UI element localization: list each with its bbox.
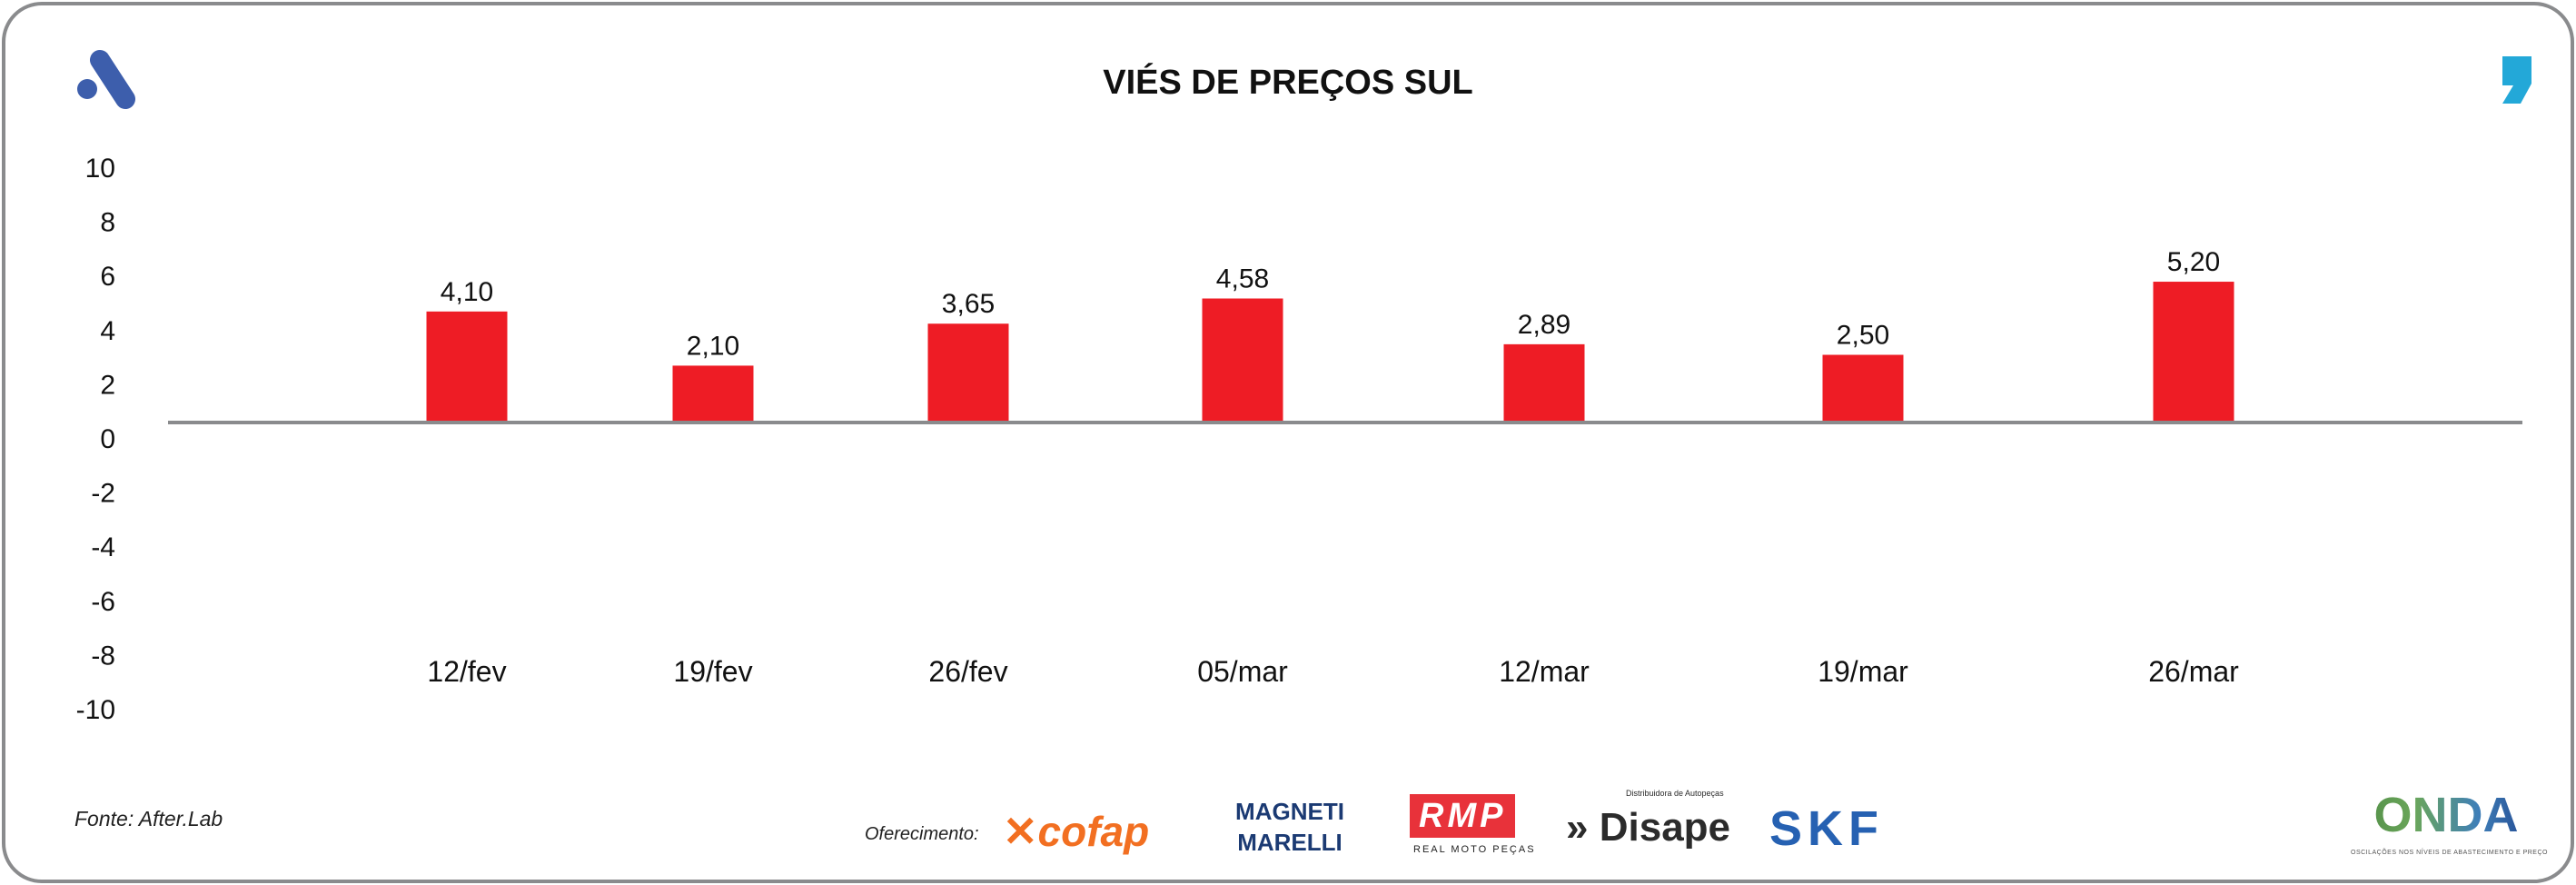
y-tick-label: 8	[100, 208, 115, 238]
cofap-text: cofap	[1037, 808, 1150, 855]
x-tick-label: 12/mar	[1499, 655, 1590, 688]
rmp-tagline: REAL MOTO PEÇAS	[1413, 844, 1536, 855]
data-label: 2,89	[1518, 310, 1570, 340]
data-label: 2,50	[1837, 321, 1889, 351]
x-tick-label: 26/fev	[928, 655, 1007, 688]
y-tick-label: -8	[91, 641, 115, 671]
bar	[672, 365, 754, 423]
onda-tagline: OSCILAÇÕES NOS NÍVEIS DE ABASTECIMENTO E…	[2351, 850, 2548, 856]
data-label: 4,10	[441, 277, 493, 307]
y-tick-label: 4	[100, 316, 115, 346]
disape-logo: » Disape	[1566, 803, 1730, 852]
y-tick-label: 6	[100, 262, 115, 292]
cofap-logo: ✕cofap	[1003, 807, 1149, 856]
comma-logo-icon	[2502, 56, 2531, 104]
disape-arrow-icon: »	[1566, 805, 1589, 850]
data-label: 5,20	[2167, 247, 2220, 277]
x-tick-label: 05/mar	[1197, 655, 1288, 688]
chart-title: VIÉS DE PREÇOS SUL	[1103, 64, 1473, 102]
bar	[927, 323, 1009, 423]
y-tick-label: -10	[76, 695, 115, 725]
bar	[426, 311, 508, 423]
y-tick-label: 2	[100, 370, 115, 400]
magneti-marelli-logo: MAGNETI MARELLI	[1235, 798, 1344, 856]
bar	[1503, 343, 1585, 423]
bar-chart: 10 8 6 4 2 0 -2 -4 -6 -8 -10 4,10 12/fev 2,10 19/fev 3,…	[76, 154, 2522, 725]
onda-text: ONDA	[2351, 787, 2541, 843]
bar	[1822, 354, 1904, 423]
y-tick-label: 10	[85, 154, 115, 184]
x-tick-label: 12/fev	[427, 655, 506, 688]
cofap-chevron-icon: ✕	[1003, 808, 1038, 855]
x-tick-label: 26/mar	[2148, 655, 2239, 688]
afterlab-logo-icon	[77, 50, 135, 109]
rmp-text: RMP	[1410, 794, 1516, 838]
data-label: 4,58	[1216, 264, 1269, 294]
y-tick-label: 0	[100, 424, 115, 454]
y-tick-label: -4	[91, 532, 115, 562]
data-label: 3,65	[942, 289, 995, 319]
y-tick-label: -6	[91, 587, 115, 617]
data-label: 2,10	[687, 331, 739, 361]
source-note: Fonte: After.Lab	[74, 807, 223, 830]
skf-logo: SKF	[1769, 801, 1884, 856]
offer-label: Oferecimento:	[865, 824, 979, 844]
disape-text: Disape	[1599, 805, 1731, 850]
bar	[1202, 298, 1283, 423]
disape-tagline: Distribuidora de Autopeças	[1626, 789, 1724, 798]
x-tick-label: 19/fev	[673, 655, 752, 688]
bar	[2153, 282, 2234, 423]
x-tick-label: 19/mar	[1818, 655, 1908, 688]
y-tick-label: -2	[91, 479, 115, 509]
